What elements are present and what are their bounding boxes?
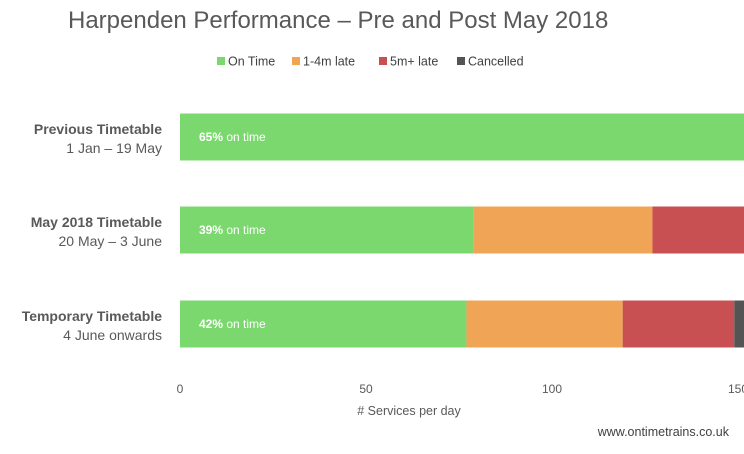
- category-name-1: May 2018 Timetable: [31, 214, 162, 230]
- bar-segment-2-3: [734, 300, 744, 348]
- bar-segment-0-0: [180, 113, 744, 161]
- ontime-text-2: on time: [223, 317, 266, 331]
- bar-segment-1-0: [180, 206, 474, 254]
- category-name-0: Previous Timetable: [34, 121, 162, 137]
- ontime-label-1: 39% on time: [199, 223, 266, 237]
- category-subtitle-2: 4 June onwards: [63, 327, 162, 343]
- x-tick-3: 150: [728, 382, 744, 396]
- ontime-label-2: 42% on time: [199, 317, 266, 331]
- legend-label-0: On Time: [228, 55, 275, 69]
- bar-segment-1-2: [652, 206, 744, 254]
- category-subtitle-0: 1 Jan – 19 May: [66, 140, 162, 156]
- x-tick-2: 100: [542, 382, 562, 396]
- ontime-text-1: on time: [223, 223, 266, 237]
- legend-swatch-0: [217, 57, 225, 65]
- website-footer: www.ontimetrains.co.uk: [597, 425, 730, 439]
- x-tick-1: 50: [359, 382, 373, 396]
- ontime-pct-1: 39%: [199, 223, 223, 237]
- legend-label-1: 1-4m late: [303, 55, 355, 69]
- x-axis: 050100150200: [177, 382, 744, 396]
- ontime-pct-2: 42%: [199, 317, 223, 331]
- legend: On Time 1-4m late 5m+ late Cancelled: [217, 55, 524, 69]
- chart-title: Harpenden Performance – Pre and Post May…: [68, 7, 608, 34]
- bars: [180, 113, 744, 348]
- bar-segment-2-2: [622, 300, 735, 348]
- legend-swatch-1: [292, 57, 300, 65]
- ontime-pct-0: 65%: [199, 130, 223, 144]
- bar-segment-2-0: [180, 300, 467, 348]
- legend-swatch-2: [379, 57, 387, 65]
- legend-label-2: 5m+ late: [390, 55, 438, 69]
- category-subtitle-1: 20 May – 3 June: [58, 233, 162, 249]
- category-labels: Previous Timetable 1 Jan – 19 May May 2018…: [22, 121, 163, 343]
- ontime-text-0: on time: [223, 130, 266, 144]
- legend-label-3: Cancelled: [468, 55, 524, 69]
- x-tick-0: 0: [177, 382, 184, 396]
- ontime-label-0: 65% on time: [199, 130, 266, 144]
- bar-segment-2-1: [466, 300, 623, 348]
- bar-annotations: 65% on time235 services/day39% on time18…: [199, 130, 266, 331]
- category-name-2: Temporary Timetable: [22, 308, 163, 324]
- bar-segment-1-1: [473, 206, 653, 254]
- x-axis-title: # Services per day: [357, 404, 461, 418]
- legend-swatch-3: [457, 57, 465, 65]
